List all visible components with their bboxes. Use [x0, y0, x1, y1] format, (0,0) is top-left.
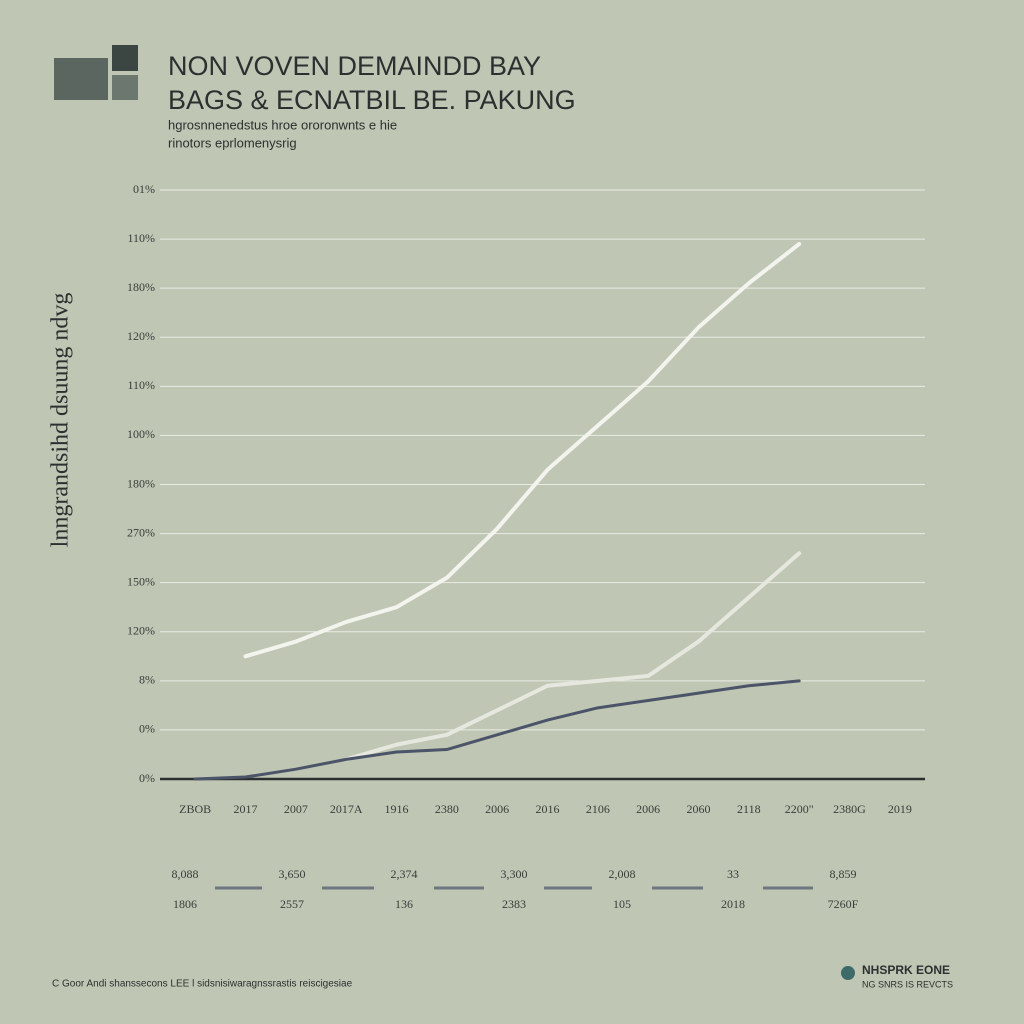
- table-value: 8,859: [830, 867, 857, 881]
- subtitle: rinotors eprlomenysrig: [168, 135, 297, 150]
- x-tick-label: 2007: [284, 802, 308, 816]
- y-tick-label: 180%: [127, 476, 155, 490]
- x-tick-label: 2380G: [833, 802, 866, 816]
- table-value: 136: [395, 897, 413, 911]
- y-tick-label: 01%: [133, 182, 155, 196]
- series-line: [243, 241, 802, 659]
- y-tick-label: 120%: [127, 624, 155, 638]
- series-line: [193, 679, 801, 781]
- x-tick-label: 2200": [785, 802, 814, 816]
- x-tick-label: 2118: [737, 802, 761, 816]
- x-tick-label: 2106: [586, 802, 610, 816]
- y-tick-label: 270%: [127, 525, 155, 539]
- x-tick-label: 2017A: [330, 802, 363, 816]
- table-value: 2,008: [609, 867, 636, 881]
- y-tick-label: 0%: [139, 722, 155, 736]
- table-value: 3,300: [501, 867, 528, 881]
- series-line: [344, 551, 802, 762]
- y-tick-label: 0%: [139, 771, 155, 785]
- x-tick-label: 2019: [888, 802, 912, 816]
- source: C Goor Andi shanssecons LEE l sidsnisiwa…: [52, 979, 353, 990]
- x-tick-label: 2380: [435, 802, 459, 816]
- x-tick-label: 2060: [687, 802, 711, 816]
- x-tick-label: ZBOB: [179, 802, 211, 816]
- y-tick-label: 8%: [139, 673, 155, 687]
- y-tick-label: 100%: [127, 427, 155, 441]
- subtitle: hgrosnnenedstus hroe ororonwnts e hie: [168, 117, 397, 132]
- chart-title: NON VOVEN DEMAINDD BAY: [168, 51, 541, 81]
- x-tick-label: 2006: [636, 802, 660, 816]
- table-value: 33: [727, 867, 739, 881]
- x-tick-label: 2017: [234, 802, 258, 816]
- chart-title: BAGS & ECNATBIL BE. PAKUNG: [168, 85, 576, 115]
- y-tick-label: 120%: [127, 329, 155, 343]
- y-tick-label: 110%: [127, 231, 155, 245]
- brand: NG SNRS IS REVCTS: [862, 979, 953, 989]
- brand-icon: [841, 966, 855, 980]
- y-axis-label: lnngrandsihd dsuung ndvg: [48, 293, 74, 548]
- table-value: 7260F: [828, 897, 859, 911]
- y-tick-label: 110%: [127, 378, 155, 392]
- table-value: 8,088: [172, 867, 199, 881]
- table-value: 2383: [502, 897, 526, 911]
- table-value: 3,650: [279, 867, 306, 881]
- brand: NHSPRK EONE: [862, 963, 950, 977]
- x-tick-label: 1916: [385, 802, 409, 816]
- table-value: 105: [613, 897, 631, 911]
- table-value: 1806: [173, 897, 197, 911]
- y-tick-label: 180%: [127, 280, 155, 294]
- y-tick-label: 150%: [127, 574, 155, 588]
- x-tick-label: 2006: [485, 802, 509, 816]
- x-tick-label: 2016: [536, 802, 560, 816]
- table-value: 2,374: [391, 867, 418, 881]
- table-value: 2557: [280, 897, 304, 911]
- logo: [54, 45, 138, 100]
- table-value: 2018: [721, 897, 745, 911]
